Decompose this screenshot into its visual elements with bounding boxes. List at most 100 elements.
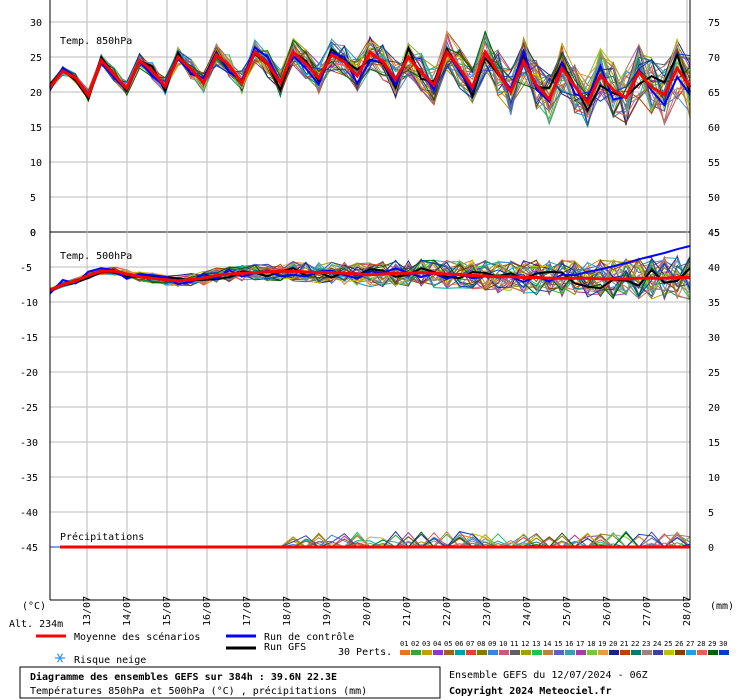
pert-color-swatch — [642, 650, 652, 655]
pert-number: 08 — [477, 640, 485, 648]
tick-label-left: -40 — [20, 508, 38, 519]
tick-label-right: 50 — [708, 193, 720, 204]
tick-label-right: 15 — [708, 438, 720, 449]
x-tick-label: 24/07 — [522, 596, 533, 626]
pert-color-swatch — [708, 650, 718, 655]
tick-label-left: -30 — [20, 438, 38, 449]
tick-label-left: 0 — [30, 228, 36, 239]
pert-number: 04 — [433, 640, 441, 648]
tick-label-right: 40 — [708, 263, 720, 274]
pert-number: 24 — [653, 640, 661, 648]
right-unit-label: (mm) — [710, 601, 734, 612]
tick-label-right: 5 — [708, 508, 714, 519]
tick-label-left: -35 — [20, 473, 38, 484]
tick-label-right: 25 — [708, 368, 720, 379]
snowflake-icon — [55, 653, 65, 663]
x-tick-label: 23/07 — [482, 596, 493, 626]
x-tick-label: 22/07 — [442, 596, 453, 626]
legend-gfs-label: Run GFS — [264, 642, 306, 653]
legend-perts-label: 30 Perts. — [338, 647, 392, 658]
pert-number: 23 — [642, 640, 650, 648]
tick-label-left: 15 — [30, 123, 42, 134]
pert-color-swatch — [543, 650, 553, 655]
pert-color-swatch — [466, 650, 476, 655]
tick-label-right: 45 — [708, 228, 720, 239]
pert-color-swatch — [719, 650, 729, 655]
pert-number: 11 — [510, 640, 518, 648]
tick-label-left: -45 — [20, 543, 38, 554]
x-tick-label: 20/07 — [362, 596, 373, 626]
pert-color-swatch — [510, 650, 520, 655]
footer: Diagramme des ensembles GEFS sur 384h : … — [19, 666, 648, 699]
tick-label-right: 0 — [708, 543, 714, 554]
pert-color-swatch — [565, 650, 575, 655]
tick-label-left: -5 — [20, 263, 32, 274]
pert-number: 26 — [675, 640, 683, 648]
grid — [50, 0, 690, 600]
tick-label-right: 75 — [708, 18, 720, 29]
tick-label-left: -25 — [20, 403, 38, 414]
tick-label-left: 30 — [30, 18, 42, 29]
footer-subtitle: Températures 850hPa et 500hPa (°C) , pré… — [30, 685, 367, 697]
tick-label-right: 55 — [708, 158, 720, 169]
pert-color-swatch — [411, 650, 421, 655]
pert-color-swatch — [532, 650, 542, 655]
tick-label-right: 30 — [708, 333, 720, 344]
x-tick-label: 26/07 — [602, 596, 613, 626]
pert-color-swatch — [444, 650, 454, 655]
tick-label-right: 70 — [708, 53, 720, 64]
mean-line-500 — [49, 269, 690, 292]
footer-box — [19, 666, 441, 699]
x-tick-label: 18/07 — [282, 596, 293, 626]
pert-number: 14 — [543, 640, 551, 648]
pert-color-swatch — [598, 650, 608, 655]
pert-number: 28 — [697, 640, 705, 648]
control-line-500 — [49, 245, 691, 295]
pert-color-swatch — [609, 650, 619, 655]
x-tick-label: 16/07 — [202, 596, 213, 626]
pert-line-500 — [49, 260, 691, 297]
pert-number: 17 — [576, 640, 584, 648]
pert-number: 22 — [631, 640, 639, 648]
x-tick-label: 25/07 — [562, 596, 573, 626]
pert-color-swatch — [631, 650, 641, 655]
tick-label-right: 60 — [708, 123, 720, 134]
pert-color-swatch — [433, 650, 443, 655]
pert-line-850 — [49, 32, 691, 111]
tick-label-left: -20 — [20, 368, 38, 379]
main-lines — [48, 45, 692, 549]
pert-number: 16 — [565, 640, 573, 648]
pert-number: 30 — [719, 640, 727, 648]
perturbation-legend: 01 02 03 04 05 06 07 08 09 10 11 12 13 14 15 16 17 18 19 20… — [400, 640, 729, 655]
x-tick-label: 19/07 — [322, 596, 333, 626]
legend-control-label: Run de contrôle — [264, 631, 354, 643]
pert-color-swatch — [675, 650, 685, 655]
mean-line-850 — [48, 48, 692, 106]
pert-number: 12 — [521, 640, 529, 648]
altitude-label: Alt. 234m — [9, 619, 63, 630]
x-tick-label: 14/07 — [122, 596, 133, 626]
tick-label-left: 5 — [30, 193, 36, 204]
pert-color-swatch — [488, 650, 498, 655]
pert-number: 15 — [554, 640, 562, 648]
tick-label-left: -10 — [20, 298, 38, 309]
x-tick-label: 17/07 — [242, 596, 253, 626]
x-tick-label: 13/07 — [82, 596, 93, 626]
footer-title: Diagramme des ensembles GEFS sur 384h : … — [30, 671, 337, 683]
pert-color-swatch — [455, 650, 465, 655]
pert-number: 19 — [598, 640, 606, 648]
pert-number: 27 — [686, 640, 694, 648]
pert-number: 09 — [488, 640, 496, 648]
pert-number: 21 — [620, 640, 628, 648]
panel-title-500: Temp. 500hPa — [60, 251, 132, 262]
tick-label-right: 10 — [708, 473, 720, 484]
pert-number: 07 — [466, 640, 474, 648]
pert-color-swatch — [576, 650, 586, 655]
tick-label-left: 10 — [30, 158, 42, 169]
pert-number: 02 — [411, 640, 419, 648]
pert-number: 20 — [609, 640, 617, 648]
x-tick-label: 28/07 — [682, 596, 693, 626]
pert-color-swatch — [620, 650, 630, 655]
